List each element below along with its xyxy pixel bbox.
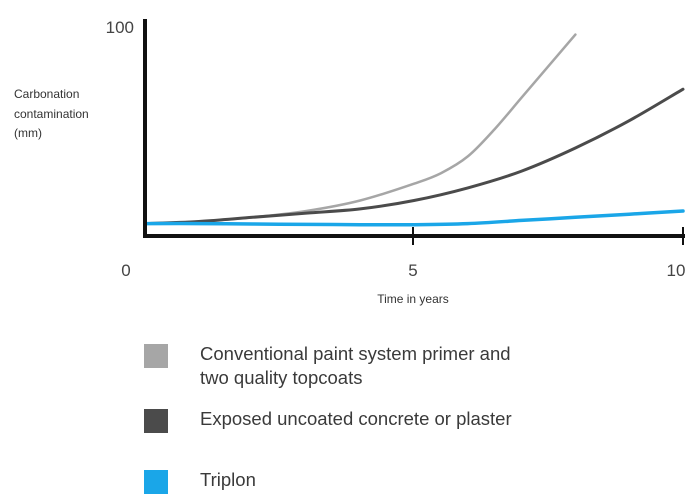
x-tick-label-0: 0 — [121, 261, 130, 280]
series-line-exposed-concrete — [143, 87, 685, 226]
chart-plot: Carbonation contamination (mm) 100 0 5 1… — [14, 18, 686, 306]
legend-label-exposed-concrete: Exposed uncoated concrete or plaster — [200, 408, 512, 429]
legend-swatch-exposed-concrete — [144, 409, 168, 433]
legend-item-triplon: Triplon — [144, 468, 256, 494]
series-layer — [143, 33, 685, 227]
legend-swatch-triplon — [144, 470, 168, 494]
x-axis-title: Time in years — [377, 292, 449, 306]
y-axis-title-line-3: (mm) — [14, 126, 42, 140]
legend-label-triplon: Triplon — [200, 469, 256, 490]
legend-swatch-conventional-paint — [144, 344, 168, 368]
y-axis-title-line-1: Carbonation — [14, 87, 79, 101]
series-line-conventional-paint — [143, 33, 577, 225]
x-tick-label-5: 5 — [408, 261, 417, 280]
legend-item-exposed-concrete: Exposed uncoated concrete or plaster — [144, 407, 512, 433]
y-axis-title-line-2: contamination — [14, 107, 89, 121]
y-tick-label-100: 100 — [106, 18, 134, 37]
legend-item-conventional-paint: Conventional paint system primer and two… — [144, 342, 511, 390]
legend-label-conventional-paint: Conventional paint system primer and two… — [200, 343, 511, 388]
series-line-triplon — [143, 209, 685, 227]
x-tick-label-10: 10 — [667, 261, 686, 280]
